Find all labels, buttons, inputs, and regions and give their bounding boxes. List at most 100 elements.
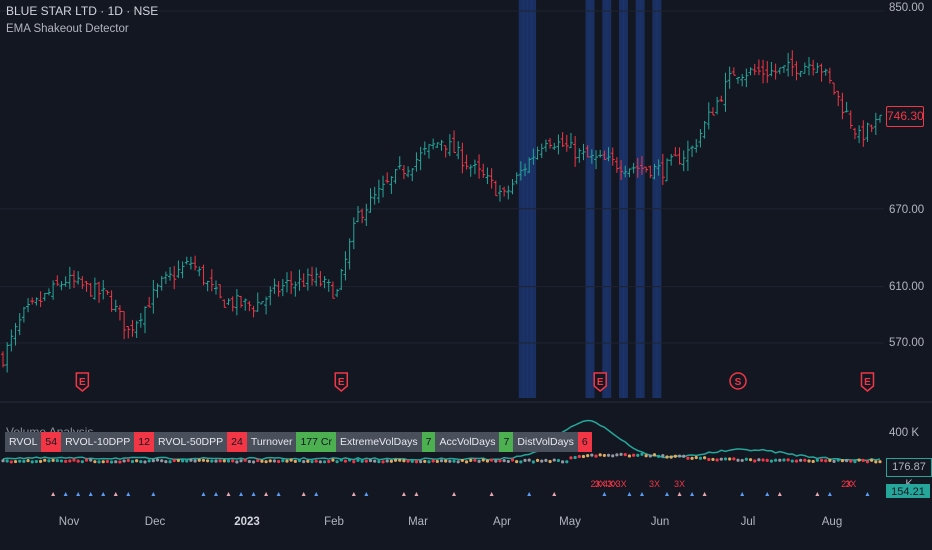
price-bar — [840, 92, 845, 120]
shakeout-e-marker: E — [75, 372, 90, 392]
volume-triangle — [51, 492, 56, 496]
price-bar — [848, 110, 853, 129]
volume-dot — [481, 458, 485, 462]
volume-dot — [206, 459, 210, 463]
price-bar — [326, 279, 331, 292]
volume-dot — [594, 454, 598, 458]
volume-dot — [89, 458, 93, 462]
stat-value: 12 — [134, 432, 154, 452]
price-bar — [594, 150, 599, 170]
volume-triangle — [827, 492, 832, 496]
volume-dot — [561, 460, 565, 464]
highlight-band — [639, 0, 645, 398]
volume-triangle — [151, 492, 156, 496]
price-bar — [765, 60, 770, 83]
price-tick-570: 570.00 — [889, 337, 925, 349]
volume-dot — [703, 456, 707, 460]
indicator-name[interactable]: EMA Shakeout Detector — [6, 23, 129, 35]
price-bar — [142, 306, 147, 334]
price-bar — [422, 141, 427, 156]
price-bar — [284, 272, 289, 293]
price-bar — [51, 280, 56, 300]
volume-dot — [410, 459, 414, 464]
price-tick-670: 670.00 — [889, 204, 925, 216]
volume-current-badge: 154.21 K — [886, 484, 930, 498]
price-bar — [97, 281, 102, 303]
time-tick: Mar — [408, 516, 428, 528]
volume-dot — [477, 459, 481, 463]
symbol-title[interactable]: BLUE STAR LTD · 1D · NSE — [6, 4, 159, 18]
volume-dot — [352, 460, 356, 464]
volume-dot — [339, 458, 343, 462]
volume-dot — [498, 459, 502, 463]
price-bar — [456, 141, 461, 160]
price-bar — [230, 296, 235, 312]
volume-triangle — [276, 492, 281, 496]
volume-dot — [799, 458, 803, 462]
price-bar — [389, 176, 394, 194]
volume-dot — [540, 459, 544, 463]
volume-dot — [485, 459, 490, 463]
shakeout-s-marker: S — [729, 372, 747, 390]
volume-dot — [460, 458, 464, 463]
price-bar — [602, 150, 607, 161]
price-bar — [59, 281, 64, 291]
price-bar — [151, 280, 156, 314]
volume-dot — [38, 459, 43, 464]
volume-dot — [761, 458, 765, 462]
volume-dot — [389, 459, 393, 463]
price-bar — [406, 166, 411, 178]
price-bar — [794, 61, 799, 81]
price-bar — [823, 68, 828, 76]
price-bar — [360, 208, 365, 224]
price-bar — [744, 68, 749, 88]
time-axis[interactable]: Nov Dec 2023 Feb Mar Apr May Jun Jul Aug — [0, 516, 880, 536]
volume-dot — [310, 459, 314, 464]
volume-dot — [109, 460, 114, 464]
volume-dot — [523, 458, 527, 462]
price-bar — [276, 281, 281, 297]
volume-dot — [13, 459, 18, 464]
marker-shape — [593, 372, 607, 392]
time-tick: 2023 — [234, 516, 260, 528]
volume-triangle — [627, 492, 632, 496]
volume-dot — [694, 455, 698, 460]
price-bar — [577, 148, 582, 163]
volume-dot — [590, 453, 594, 457]
volume-dot — [506, 459, 510, 464]
volume-dot — [861, 458, 865, 462]
price-bar — [197, 266, 202, 277]
volume-triangle — [264, 492, 269, 496]
highlight-band — [602, 0, 608, 398]
volume-dot — [677, 454, 682, 458]
price-bar — [134, 320, 139, 338]
price-bar — [355, 205, 360, 223]
price-bar — [452, 130, 457, 154]
volume-triangle — [740, 492, 745, 496]
volume-dot — [47, 459, 51, 463]
price-bar — [702, 120, 707, 139]
volume-dot — [381, 460, 385, 464]
price-bar — [857, 125, 862, 144]
price-bar — [180, 261, 185, 279]
volume-dot — [423, 459, 427, 463]
price-bar — [335, 288, 340, 298]
volume-triangle — [639, 492, 644, 496]
volume-triangle — [452, 492, 457, 496]
volume-triangle — [88, 492, 93, 496]
price-bar — [92, 277, 97, 300]
price-bar — [543, 139, 548, 152]
volume-triangle — [765, 492, 770, 496]
price-bar — [736, 76, 741, 84]
volume-dot — [623, 452, 627, 457]
volume-dot — [22, 459, 26, 463]
volume-dot — [765, 458, 769, 462]
volume-dot — [732, 457, 736, 461]
price-bar — [264, 296, 269, 315]
price-bar — [560, 132, 565, 147]
price-bar — [42, 292, 47, 302]
price-bar — [878, 114, 882, 123]
price-bar — [130, 319, 135, 337]
